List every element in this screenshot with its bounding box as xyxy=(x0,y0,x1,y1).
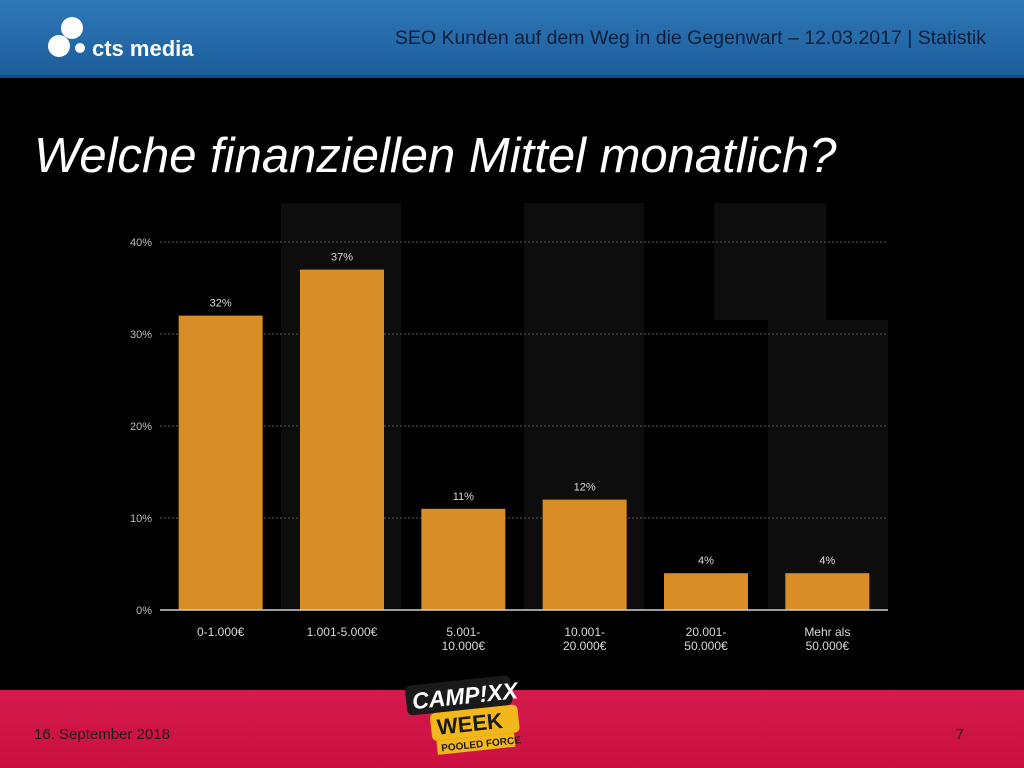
bar xyxy=(421,508,506,610)
chart-background-shade xyxy=(768,320,888,610)
x-tick-label: 20.001- xyxy=(686,625,727,639)
x-tick-label: 50.000€ xyxy=(806,639,850,653)
bar xyxy=(300,269,384,610)
y-tick-label: 40% xyxy=(130,237,152,249)
data-label: 4% xyxy=(698,555,714,567)
brand-name: cts media xyxy=(92,36,194,61)
cts-media-logo: cts media xyxy=(48,17,194,61)
x-tick-label: 5.001- xyxy=(446,625,480,639)
bar xyxy=(785,573,870,610)
slide-title: Welche finanziellen Mittel monatlich? xyxy=(34,129,837,183)
y-tick-label: 30% xyxy=(130,329,152,341)
x-tick-label: 1.001-5.000€ xyxy=(307,625,378,639)
x-tick-label: Mehr als xyxy=(804,625,850,639)
x-tick-label: 20.000€ xyxy=(563,639,607,653)
data-label: 11% xyxy=(453,491,474,503)
y-tick-label: 10% xyxy=(130,513,152,525)
bar xyxy=(178,315,263,610)
x-tick-label: 10.000€ xyxy=(442,639,486,653)
x-tick-label: 0-1.000€ xyxy=(197,625,245,639)
header-bar: cts media SEO Kunden auf dem Weg in die … xyxy=(0,0,1024,78)
data-label: 37% xyxy=(331,252,353,264)
chart-background-shade xyxy=(714,203,826,320)
x-tick-label: 10.001- xyxy=(564,625,605,639)
data-label: 12% xyxy=(574,482,596,494)
data-label: 4% xyxy=(819,555,835,567)
footer-bar: 16. September 2018 CAMP!XX WEEK POOLED F… xyxy=(0,675,1024,768)
footer-date: 16. September 2018 xyxy=(34,726,170,743)
bar xyxy=(664,573,748,610)
data-label: 32% xyxy=(210,298,232,310)
x-tick-label: 50.000€ xyxy=(684,639,728,653)
page-number: 7 xyxy=(955,726,964,743)
bar xyxy=(542,499,627,610)
campixx-week-logo: CAMP!XX WEEK POOLED FORCE xyxy=(405,675,522,755)
y-tick-label: 20% xyxy=(130,421,152,433)
y-tick-label: 0% xyxy=(136,605,152,617)
header-title: SEO Kunden auf dem Weg in die Gegenwart … xyxy=(394,27,986,49)
